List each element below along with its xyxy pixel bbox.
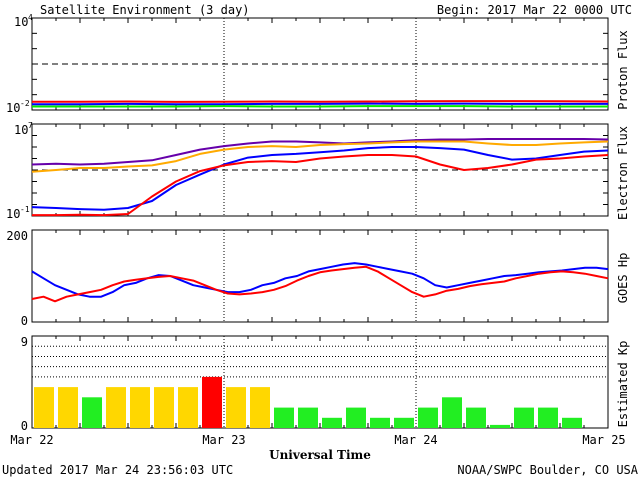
goes_hp-series-red	[31, 265, 609, 303]
electron-series-red	[32, 154, 609, 217]
kp-bar	[226, 387, 246, 428]
kp-bar	[250, 387, 270, 428]
kp-ytick-top: 9	[21, 335, 28, 349]
kp-bar	[562, 417, 582, 428]
updated-timestamp: Updated 2017 Mar 24 23:56:03 UTC	[2, 463, 233, 477]
kp-bar	[370, 417, 390, 428]
chart-marks	[31, 63, 609, 428]
proton-series-red	[32, 100, 609, 103]
proton-series-blue	[32, 102, 608, 106]
electron-ytick-top: 10	[14, 123, 28, 137]
begin-time: Begin: 2017 Mar 22 0000 UTC	[437, 3, 632, 17]
electron-ytick-bottom: 10	[6, 207, 20, 221]
kp-bar	[346, 407, 366, 428]
kp-ylabel: Estimated Kp	[616, 341, 630, 428]
kp-ytick-bottom: 0	[21, 419, 28, 433]
xtick-mar22: Mar 22	[10, 433, 53, 447]
panel-frame-2	[31, 229, 609, 323]
kp-bar	[322, 417, 342, 428]
chart-title: Satellite Environment (3 day)	[40, 3, 250, 17]
kp-bar	[274, 407, 294, 428]
electron-series-purple	[31, 138, 609, 166]
kp-bar	[178, 387, 198, 428]
hp-ytick-top: 200	[6, 229, 28, 243]
credit-text: NOAA/SWPC Boulder, CO USA	[457, 463, 638, 477]
hp-ylabel: GOES Hp	[616, 253, 630, 304]
panel-frame-0	[31, 17, 609, 111]
kp-bar	[34, 387, 54, 428]
xtick-mar23: Mar 23	[202, 433, 245, 447]
kp-bar	[514, 407, 534, 428]
proton-ytick-top-exp: 4	[28, 13, 33, 22]
kp-bar	[58, 387, 78, 428]
x-axis-label: Universal Time	[269, 448, 371, 462]
goes_hp-series-blue	[31, 262, 609, 298]
kp-bar	[490, 424, 510, 428]
xtick-mar25: Mar 25	[582, 433, 625, 447]
proton-ytick-bottom: 10	[6, 101, 20, 115]
xtick-mar24: Mar 24	[394, 433, 437, 447]
proton-ylabel: Proton Flux	[616, 30, 630, 109]
proton-ytick-bottom-exp: -2	[20, 99, 30, 108]
day-gridlines	[32, 18, 608, 428]
kp-bar	[418, 407, 438, 428]
kp-bar	[442, 397, 462, 428]
electron-ylabel: Electron Flux	[616, 126, 630, 220]
electron-ytick-top-exp: 7	[28, 121, 33, 130]
electron-series-blue	[31, 146, 609, 211]
hp-ytick-bottom: 0	[21, 314, 28, 328]
kp-bar	[106, 387, 126, 428]
kp-bar	[538, 407, 558, 428]
electron-ytick-bottom-exp: -1	[20, 205, 30, 214]
kp-bar	[82, 397, 102, 428]
electron-series-orange	[31, 140, 609, 173]
kp-bar	[394, 417, 414, 428]
kp-bar	[298, 407, 318, 428]
kp-bar	[130, 387, 150, 428]
kp-bar	[154, 387, 174, 428]
panel-frame-1	[31, 123, 609, 217]
kp-bar	[466, 407, 486, 428]
kp-bar	[202, 376, 222, 428]
proton-ytick-top: 10	[14, 15, 28, 29]
